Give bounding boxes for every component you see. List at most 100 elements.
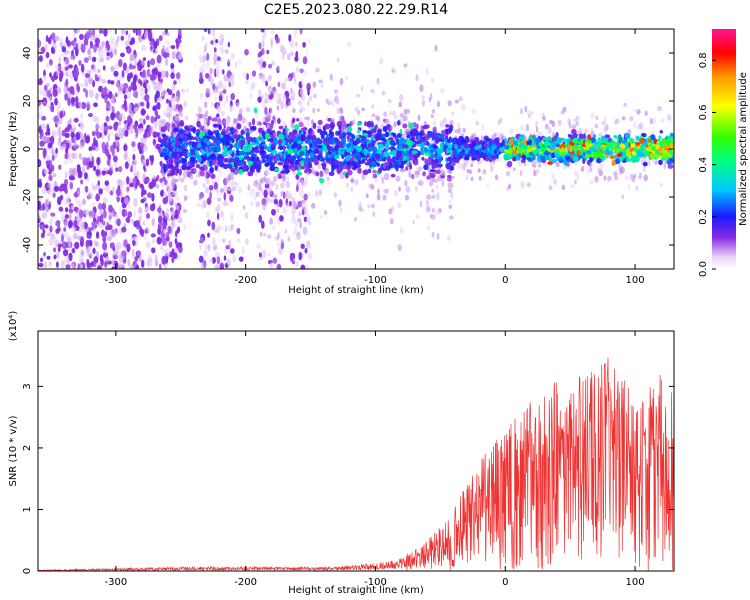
heatmap-cell xyxy=(62,143,68,150)
heatmap-cell xyxy=(211,101,214,108)
heatmap-cell xyxy=(80,264,84,269)
heatmap-cell xyxy=(56,196,62,206)
heatmap-cell xyxy=(519,169,523,177)
heatmap-cell xyxy=(375,115,380,121)
heatmap-cell xyxy=(185,165,192,171)
heatmap-cell xyxy=(173,202,177,207)
heatmap-cell xyxy=(431,188,435,193)
heatmap-cell xyxy=(201,35,205,42)
heatmap-cell xyxy=(553,135,558,141)
heatmap-cell xyxy=(222,120,226,124)
heatmap-cell xyxy=(183,140,187,146)
heatmap-cell xyxy=(214,96,217,102)
heatmap-cell xyxy=(424,158,428,165)
heatmap-cell xyxy=(294,56,299,62)
heatmap-cell xyxy=(575,115,580,121)
heatmap-cell xyxy=(88,89,94,98)
heatmap-cell xyxy=(133,209,137,218)
heatmap-cell xyxy=(339,77,344,86)
heatmap-cell xyxy=(236,238,241,243)
heatmap-cell xyxy=(79,122,85,131)
heatmap-cell xyxy=(175,241,179,249)
heatmap-cell xyxy=(211,236,216,245)
heatmap-cell xyxy=(405,166,409,171)
heatmap-cell xyxy=(538,131,542,136)
heatmap-cell xyxy=(202,62,206,68)
heatmap-cell xyxy=(167,217,171,222)
heatmap-cell xyxy=(237,186,243,194)
heatmap-cell xyxy=(535,120,538,129)
heatmap-cell xyxy=(262,232,267,237)
heatmap-cell xyxy=(563,159,569,166)
heatmap-cell xyxy=(292,230,296,236)
heatmap-cell xyxy=(355,93,361,98)
heatmap-cell xyxy=(199,172,204,176)
heatmap-cell xyxy=(229,194,234,202)
heatmap-cell xyxy=(659,129,664,134)
heatmap-cell xyxy=(124,129,129,137)
heatmap-cell xyxy=(128,86,132,93)
heatmap-cell xyxy=(223,136,229,142)
heatmap-cell xyxy=(71,247,76,254)
heatmap-cell xyxy=(174,209,179,218)
heatmap-cell xyxy=(264,132,270,140)
heatmap-cell xyxy=(50,147,55,156)
heatmap-cell xyxy=(264,92,268,97)
heatmap-cell xyxy=(451,111,455,116)
heatmap-cell xyxy=(644,150,650,157)
heatmap-cell xyxy=(272,175,277,183)
heatmap-cell xyxy=(53,247,57,253)
heatmap-cell xyxy=(667,164,674,169)
heatmap-cell xyxy=(108,90,113,99)
heatmap-cell xyxy=(495,154,499,159)
heatmap-cell xyxy=(279,215,284,222)
heatmap-cell xyxy=(299,221,302,229)
heatmap-cell xyxy=(154,49,159,55)
heatmap-cell xyxy=(389,218,394,225)
heatmap-cell xyxy=(306,217,310,223)
heatmap-cell xyxy=(118,120,122,126)
heatmap-cell xyxy=(285,181,291,189)
heatmap-cell xyxy=(92,247,96,255)
heatmap-cell xyxy=(533,169,536,177)
heatmap-cell xyxy=(371,104,375,109)
heatmap-cell xyxy=(593,141,600,145)
heatmap-cell xyxy=(281,172,286,180)
heatmap-cell xyxy=(336,107,340,115)
heatmap-cell xyxy=(211,117,218,122)
heatmap-cell xyxy=(231,186,237,192)
heatmap-cell xyxy=(303,176,309,186)
heatmap-cell xyxy=(432,120,437,126)
heatmap-cell xyxy=(280,182,285,189)
heatmap-cell xyxy=(520,124,524,131)
heatmap-cell xyxy=(287,77,291,82)
heatmap-cell xyxy=(383,111,387,117)
heatmap-cell xyxy=(388,208,393,215)
heatmap-cell xyxy=(593,134,597,138)
heatmap-cell xyxy=(257,59,261,65)
heatmap-cell xyxy=(125,65,130,75)
heatmap-cell xyxy=(57,243,63,248)
heatmap-cell xyxy=(378,58,384,65)
heatmap-cell xyxy=(178,168,182,176)
heatmap-cell xyxy=(222,214,225,224)
heatmap-cell xyxy=(255,201,260,208)
heatmap-cell xyxy=(399,113,405,118)
heatmap-cell xyxy=(525,123,530,132)
heatmap-cell xyxy=(260,220,265,229)
heatmap-cell xyxy=(282,191,286,199)
heatmap-cell xyxy=(437,100,440,108)
heatmap-cell xyxy=(266,196,271,203)
heatmap-cell xyxy=(149,203,155,212)
heatmap-cell xyxy=(71,152,75,159)
heatmap-cell xyxy=(84,72,91,79)
heatmap-cell xyxy=(108,213,112,223)
heatmap-cell xyxy=(39,224,45,229)
heatmap-cell xyxy=(220,188,224,193)
heatmap-cell xyxy=(118,113,123,120)
heatmap-cell xyxy=(370,88,375,94)
heatmap-cell xyxy=(393,121,397,128)
heatmap-cell xyxy=(75,29,81,34)
heatmap-cell xyxy=(73,37,77,43)
